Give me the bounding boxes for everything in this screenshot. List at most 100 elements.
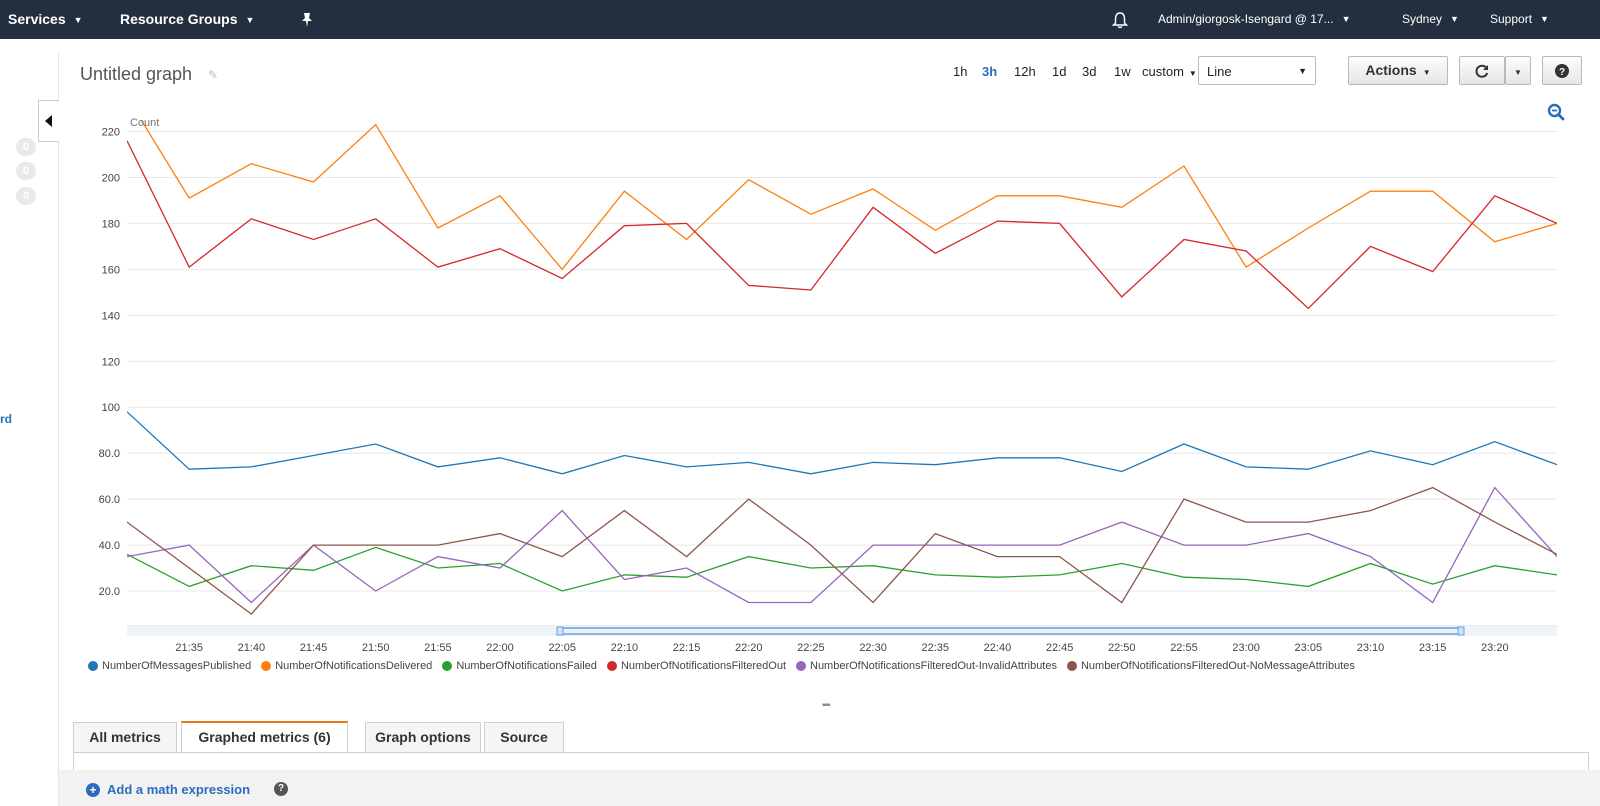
x-tick-label: 23:05 [1295, 642, 1323, 654]
graph-title: Untitled graph [80, 64, 193, 84]
x-tick-label: 21:40 [238, 642, 266, 654]
legend-label: NumberOfNotificationsDelivered [275, 660, 433, 672]
status-badge: 0 [16, 187, 36, 205]
x-tick-label: 22:05 [548, 642, 576, 654]
legend-swatch [796, 661, 806, 671]
zoom-magnifier-icon[interactable] [1547, 103, 1565, 126]
range-handle-right[interactable] [1457, 626, 1465, 636]
tab-graph-options[interactable]: Graph options [365, 722, 481, 752]
chevron-down-icon: ▼ [245, 14, 255, 25]
x-tick-label: 22:55 [1170, 642, 1198, 654]
y-tick-label: 180 [102, 218, 120, 230]
left-panel-divider [58, 52, 59, 806]
region-label: Sydney [1402, 12, 1443, 26]
legend-entry[interactable]: NumberOfNotificationsFilteredOut-Invalid… [796, 660, 1057, 672]
notifications-bell-icon[interactable] [1111, 0, 1129, 39]
x-tick-label: 22:25 [797, 642, 825, 654]
x-tick-label: 23:20 [1481, 642, 1509, 654]
legend-entry[interactable]: NumberOfMessagesPublished [88, 660, 251, 672]
chevron-down-icon: ▼ [1341, 14, 1351, 25]
y-tick-label: 200 [102, 172, 120, 184]
range-custom-label: custom [1142, 64, 1184, 79]
refresh-button[interactable] [1459, 56, 1505, 85]
y-tick-label: 40.0 [99, 540, 120, 552]
account-label: Admin/giorgosk-Isengard @ 17... [1158, 12, 1334, 26]
support-label: Support [1490, 12, 1533, 26]
metrics-footer [59, 770, 1600, 806]
help-icon[interactable]: ? [274, 782, 288, 796]
x-tick-label: 22:10 [611, 642, 639, 654]
tab-graphed-metrics[interactable]: Graphed metrics (6) [181, 721, 348, 752]
actions-button[interactable]: Actions ▼ [1348, 56, 1448, 85]
x-axis-ticks: 21:35 21:40 21:45 21:50 21:55 22:00 22:05 22:10… [175, 642, 1508, 654]
status-badge: 0 [16, 162, 36, 180]
x-tick-label: 21:50 [362, 642, 390, 654]
chevron-down-icon: ▼ [1450, 14, 1459, 25]
range-3d[interactable]: 3d [1082, 64, 1097, 79]
range-1d[interactable]: 1d [1052, 64, 1067, 79]
add-math-expression-link[interactable]: + Add a math expression [86, 782, 250, 797]
x-tick-label: 22:20 [735, 642, 763, 654]
graph-type-select[interactable]: Line ▼ [1198, 56, 1316, 85]
range-12h[interactable]: 12h [1014, 64, 1036, 79]
x-tick-label: 22:45 [1046, 642, 1074, 654]
legend-swatch [1066, 661, 1077, 671]
chevron-down-icon: ▼ [73, 14, 83, 25]
y-tick-label: 120 [102, 356, 120, 368]
tab-source[interactable]: Source [484, 722, 564, 752]
top-navigation-bar: Services ▼ Resource Groups ▼ Admin/giorgos… [0, 0, 1600, 39]
y-tick-label: 160 [102, 264, 120, 276]
svg-text:?: ? [1559, 67, 1565, 78]
x-tick-label: 22:30 [859, 642, 887, 654]
y-tick-label: 140 [102, 310, 120, 322]
tab-all-metrics[interactable]: All metrics [73, 722, 177, 752]
actions-label: Actions [1365, 62, 1417, 78]
legend-label: NumberOfNotificationsFilteredOut [620, 660, 786, 672]
chevron-down-icon: ▼ [1514, 68, 1522, 77]
legend-entry[interactable]: NumberOfNotificationsFilteredOut [606, 660, 786, 672]
add-math-label: Add a math expression [107, 782, 251, 797]
resize-handle-icon[interactable]: ▪▪▪ [822, 700, 831, 711]
x-tick-label: 22:40 [984, 642, 1012, 654]
legend-entry[interactable]: NumberOfNotificationsDelivered [261, 660, 432, 672]
services-menu[interactable]: Services ▼ [8, 0, 83, 39]
x-tick-label: 21:35 [175, 642, 203, 654]
legend-entry[interactable]: NumberOfNotificationsFailed [442, 660, 597, 672]
chevron-down-icon: ▼ [1540, 14, 1549, 25]
range-3h[interactable]: 3h [982, 64, 998, 79]
range-handle-left[interactable] [556, 626, 564, 636]
resource-groups-menu[interactable]: Resource Groups ▼ [120, 0, 254, 39]
y-tick-label: 80.0 [99, 448, 120, 460]
refresh-icon [1475, 65, 1489, 79]
help-button[interactable]: ? [1542, 56, 1582, 85]
support-menu[interactable]: Support ▼ [1490, 0, 1549, 39]
pin-icon[interactable] [300, 0, 314, 39]
legend-label: NumberOfNotificationsFailed [456, 660, 597, 672]
legend-entry[interactable]: NumberOfNotificationsFilteredOut-NoMessa… [1066, 660, 1355, 672]
range-custom[interactable]: custom ▼ [1142, 64, 1197, 79]
question-icon: ? [1555, 64, 1569, 79]
region-menu[interactable]: Sydney ▼ [1402, 0, 1459, 39]
edit-pencil-icon[interactable]: ✎ [208, 68, 219, 82]
legend-swatch [442, 661, 453, 671]
y-tick-label: 60.0 [99, 494, 120, 506]
y-tick-label: 220 [102, 126, 120, 138]
chevron-down-icon: ▼ [1298, 66, 1307, 76]
sidebar-link-fragment[interactable]: rd [0, 412, 12, 426]
y-tick-label: 20.0 [99, 586, 120, 598]
refresh-options-dropdown[interactable]: ▼ [1505, 56, 1531, 85]
series-line-3 [127, 140, 1557, 310]
series-line-1 [140, 120, 1557, 271]
chevron-down-icon: ▼ [1422, 68, 1431, 77]
legend-swatch [606, 661, 617, 671]
range-1w[interactable]: 1w [1114, 64, 1131, 79]
status-badge: 0 [16, 138, 36, 156]
x-tick-label: 23:10 [1357, 642, 1385, 654]
collapse-panel-button[interactable] [38, 100, 59, 142]
legend-label: NumberOfNotificationsFilteredOut-NoMessa… [1080, 660, 1355, 672]
y-axis-label: Count [130, 117, 159, 129]
series-line-2 [127, 546, 1557, 592]
series-line-0 [127, 411, 1557, 475]
range-1h[interactable]: 1h [953, 64, 968, 79]
account-menu[interactable]: Admin/giorgosk-Isengard @ 17... ▼ [1158, 0, 1351, 39]
